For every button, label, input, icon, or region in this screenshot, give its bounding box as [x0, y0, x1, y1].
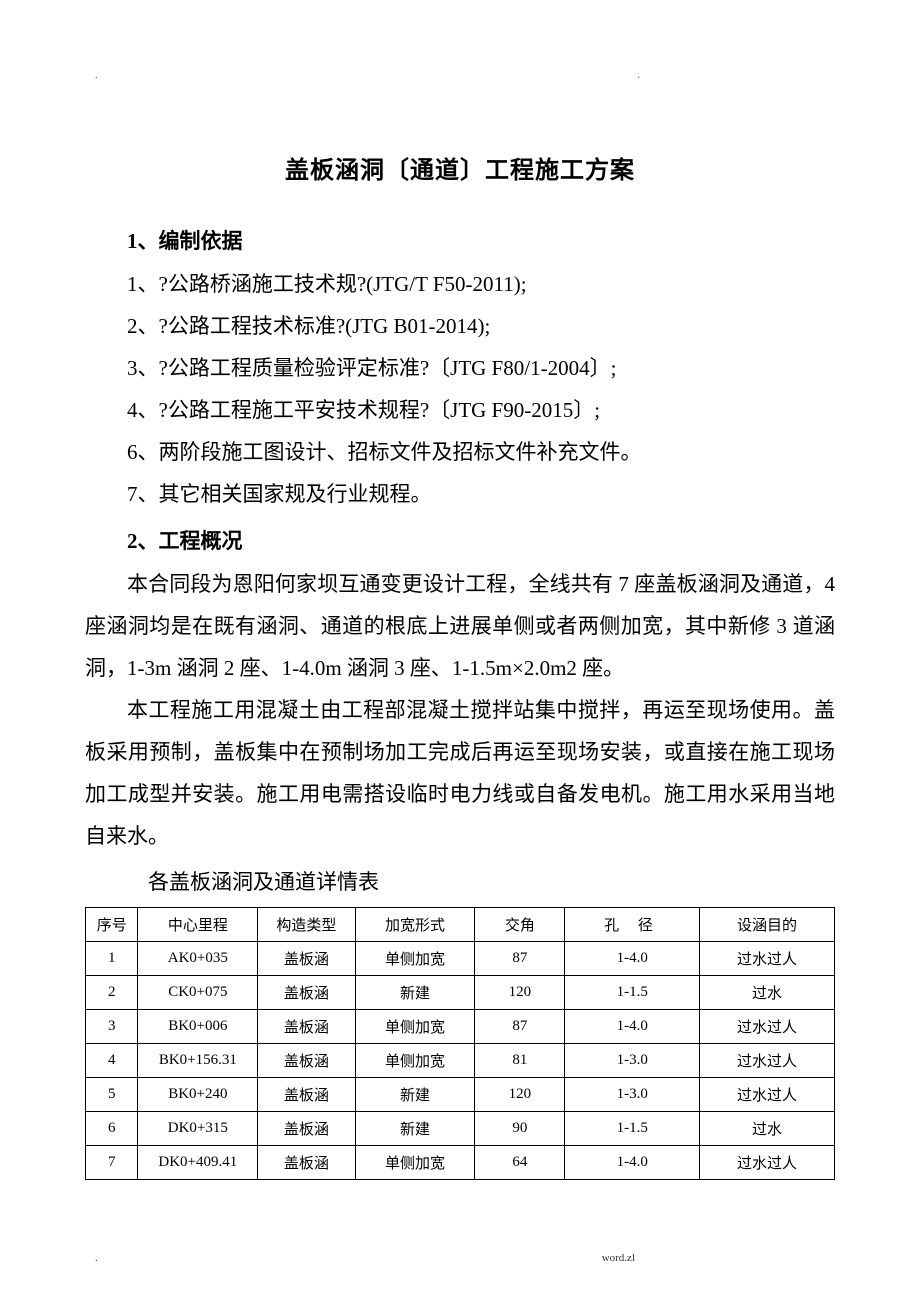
basis-item: 3、?公路工程质量检验评定标准?〔JTG F80/1-2004〕; — [85, 347, 835, 389]
table-row: 7 DK0+409.41 盖板涵 单侧加宽 64 1-4.0 过水过人 — [86, 1146, 835, 1180]
table-row: 4 BK0+156.31 盖板涵 单侧加宽 81 1-3.0 过水过人 — [86, 1044, 835, 1078]
cell-type: 盖板涵 — [258, 1044, 355, 1078]
document-page: . . 盖板涵洞〔通道〕工程施工方案 1、编制依据 1、?公路桥涵施工技术规?(… — [0, 0, 920, 1302]
cell-type: 盖板涵 — [258, 1078, 355, 1112]
cell-purpose: 过水过人 — [700, 1078, 835, 1112]
table-row: 2 CK0+075 盖板涵 新建 120 1-1.5 过水 — [86, 976, 835, 1010]
col-header-widen: 加宽形式 — [355, 908, 475, 942]
cell-span: 1-4.0 — [565, 1010, 700, 1044]
cell-span: 1-3.0 — [565, 1044, 700, 1078]
basis-item: 6、两阶段施工图设计、招标文件及招标文件补充文件。 — [85, 431, 835, 473]
cell-mileage: BK0+240 — [138, 1078, 258, 1112]
basis-item: 2、?公路工程技术标准?(JTG B01-2014); — [85, 305, 835, 347]
cell-mileage: CK0+075 — [138, 976, 258, 1010]
table-caption: 各盖板涵洞及通道详情表 — [85, 861, 835, 903]
table-header-row: 序号 中心里程 构造类型 加宽形式 交角 孔 径 设涵目的 — [86, 908, 835, 942]
col-header-type: 构造类型 — [258, 908, 355, 942]
table-row: 1 AK0+035 盖板涵 单侧加宽 87 1-4.0 过水过人 — [86, 942, 835, 976]
col-header-mileage: 中心里程 — [138, 908, 258, 942]
cell-index: 3 — [86, 1010, 138, 1044]
cell-angle: 64 — [475, 1146, 565, 1180]
basis-item: 4、?公路工程施工平安技术规程?〔JTG F90-2015〕; — [85, 389, 835, 431]
cell-index: 6 — [86, 1112, 138, 1146]
cell-purpose: 过水过人 — [700, 1146, 835, 1180]
cell-span: 1-1.5 — [565, 976, 700, 1010]
cell-angle: 81 — [475, 1044, 565, 1078]
cell-mileage: DK0+315 — [138, 1112, 258, 1146]
cell-type: 盖板涵 — [258, 942, 355, 976]
cell-index: 7 — [86, 1146, 138, 1180]
cell-purpose: 过水过人 — [700, 942, 835, 976]
cell-type: 盖板涵 — [258, 1146, 355, 1180]
cell-widen: 单侧加宽 — [355, 942, 475, 976]
cell-purpose: 过水过人 — [700, 1010, 835, 1044]
cell-angle: 120 — [475, 1078, 565, 1112]
cell-index: 5 — [86, 1078, 138, 1112]
cell-widen: 单侧加宽 — [355, 1044, 475, 1078]
cell-span: 1-3.0 — [565, 1078, 700, 1112]
cell-angle: 87 — [475, 942, 565, 976]
cell-type: 盖板涵 — [258, 976, 355, 1010]
cell-widen: 新建 — [355, 1112, 475, 1146]
cell-widen: 新建 — [355, 1078, 475, 1112]
culvert-detail-table: 序号 中心里程 构造类型 加宽形式 交角 孔 径 设涵目的 1 AK0+035 … — [85, 907, 835, 1180]
table-body: 1 AK0+035 盖板涵 单侧加宽 87 1-4.0 过水过人 2 CK0+0… — [86, 942, 835, 1180]
cell-widen: 单侧加宽 — [355, 1010, 475, 1044]
section-1-heading: 1、编制依据 — [85, 225, 835, 255]
cell-angle: 87 — [475, 1010, 565, 1044]
cell-index: 1 — [86, 942, 138, 976]
cell-index: 2 — [86, 976, 138, 1010]
cell-angle: 120 — [475, 976, 565, 1010]
basis-item: 1、?公路桥涵施工技术规?(JTG/T F50-2011); — [85, 263, 835, 305]
col-header-angle: 交角 — [475, 908, 565, 942]
overview-paragraph-2: 本工程施工用混凝土由工程部混凝土搅拌站集中搅拌，再运至现场使用。盖板采用预制，盖… — [85, 689, 835, 857]
cell-widen: 单侧加宽 — [355, 1146, 475, 1180]
header-marker-right: . — [638, 70, 641, 81]
table-row: 3 BK0+006 盖板涵 单侧加宽 87 1-4.0 过水过人 — [86, 1010, 835, 1044]
cell-purpose: 过水 — [700, 976, 835, 1010]
document-title: 盖板涵洞〔通道〕工程施工方案 — [85, 150, 835, 185]
cell-span: 1-1.5 — [565, 1112, 700, 1146]
overview-paragraph-1: 本合同段为恩阳何家坝互通变更设计工程，全线共有 7 座盖板涵洞及通道，4 座涵洞… — [85, 563, 835, 689]
footer-right: word.zl — [602, 1252, 635, 1264]
cell-mileage: BK0+156.31 — [138, 1044, 258, 1078]
header-marker-left: . — [95, 70, 640, 81]
cell-index: 4 — [86, 1044, 138, 1078]
footer-left: . — [95, 1252, 98, 1264]
cell-mileage: DK0+409.41 — [138, 1146, 258, 1180]
table-row: 5 BK0+240 盖板涵 新建 120 1-3.0 过水过人 — [86, 1078, 835, 1112]
cell-span: 1-4.0 — [565, 942, 700, 976]
cell-type: 盖板涵 — [258, 1010, 355, 1044]
cell-widen: 新建 — [355, 976, 475, 1010]
basis-item: 7、其它相关国家规及行业规程。 — [85, 473, 835, 515]
col-header-purpose: 设涵目的 — [700, 908, 835, 942]
cell-purpose: 过水过人 — [700, 1044, 835, 1078]
cell-purpose: 过水 — [700, 1112, 835, 1146]
cell-mileage: AK0+035 — [138, 942, 258, 976]
table-row: 6 DK0+315 盖板涵 新建 90 1-1.5 过水 — [86, 1112, 835, 1146]
cell-angle: 90 — [475, 1112, 565, 1146]
col-header-span: 孔 径 — [565, 908, 700, 942]
section-2-heading: 2、工程概况 — [85, 525, 835, 555]
cell-type: 盖板涵 — [258, 1112, 355, 1146]
col-header-index: 序号 — [86, 908, 138, 942]
cell-span: 1-4.0 — [565, 1146, 700, 1180]
cell-mileage: BK0+006 — [138, 1010, 258, 1044]
